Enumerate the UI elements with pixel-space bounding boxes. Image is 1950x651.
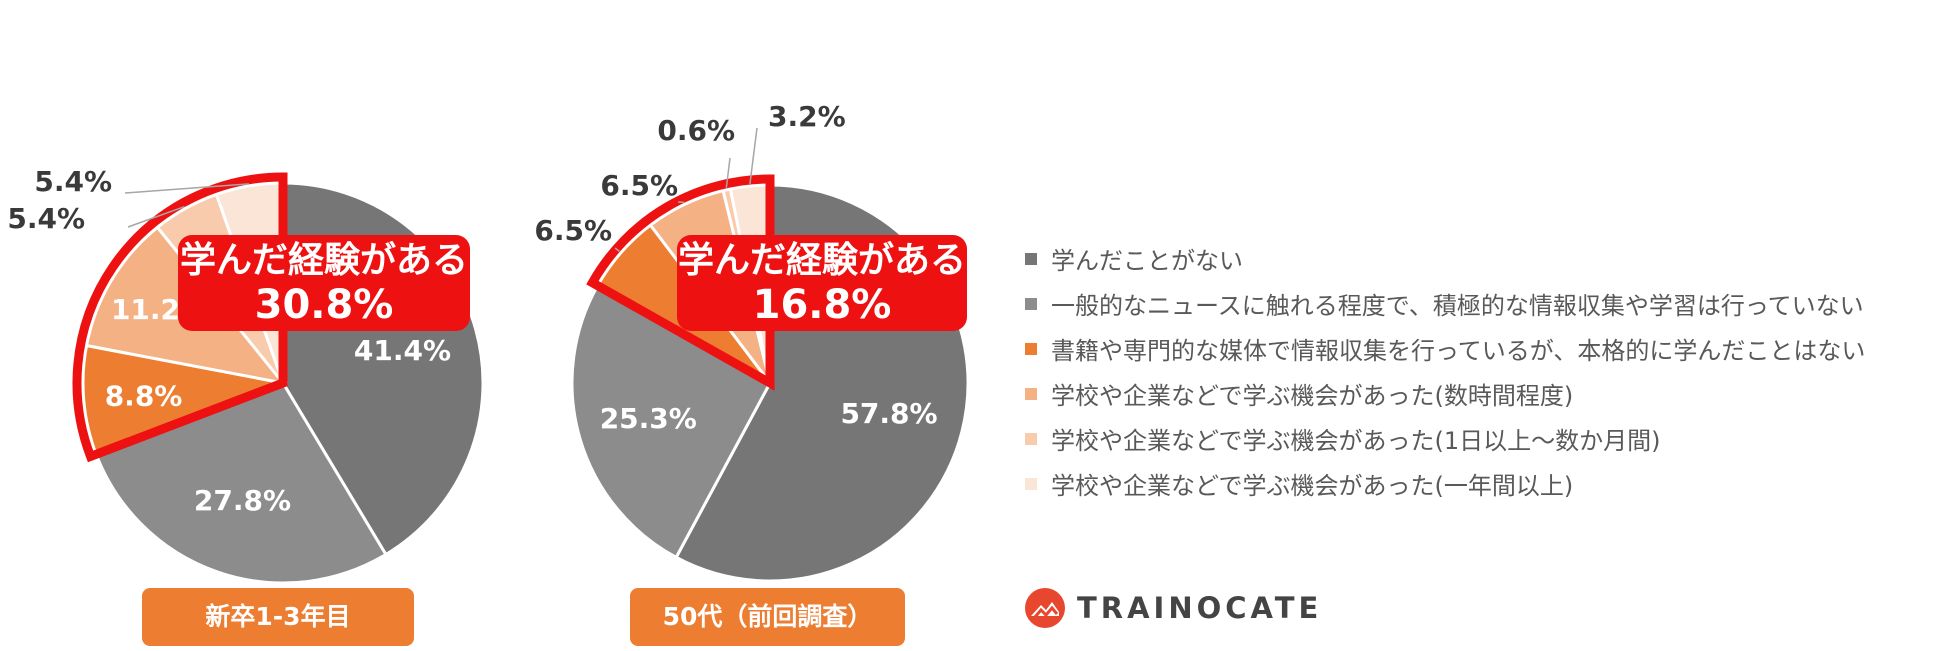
group-label-newgrad: 新卒1-3年目 [142,588,414,646]
pie-label-newgrad-2: 8.8% [105,379,183,412]
legend-item: 一般的なニュースに触れる程度で、積極的な情報収集や学習は行っていない [1025,281,1865,326]
trainocate-logo-icon [1025,588,1065,628]
callout-title: 学んだ経験がある [677,240,966,281]
legend-swatch [1025,342,1037,355]
highlight-outline-newgrad [72,172,288,463]
pie-slice-50s-1 [570,283,773,560]
pie-label-50s-0: 57.8% [840,397,937,430]
highlight-outline-50s [586,174,775,391]
callout-value: 30.8% [254,282,394,328]
pie-label-50s-1: 25.3% [600,402,697,435]
pie-label-50s-2: 6.5% [534,214,612,247]
leader-line-50s-5 [749,127,758,185]
pie-charts: 41.4%27.8%8.8%11.2%5.4%5.4%57.8%25.3%6.5… [7,100,970,585]
pie-label-50s-5: 3.2% [768,100,846,133]
pie-label-newgrad-0: 41.4% [354,334,451,367]
logo-text: TRAINOCATE [1077,591,1323,625]
pie-label-newgrad-4: 5.4% [7,202,85,235]
pie-label-newgrad-1: 27.8% [194,484,291,517]
legend-swatch [1025,477,1037,490]
legend-label: 学校や企業などで学ぶ機会があった(一年間以上) [1051,472,1574,500]
group-label-50s: 50代（前回調査） [630,588,905,646]
pie-label-newgrad-5: 5.4% [34,165,112,198]
legend-swatch [1025,252,1037,265]
leader-line-50s-4 [725,157,731,188]
legend-label: 学んだことがない [1051,247,1243,275]
legend-label: 学校や企業などで学ぶ機会があった(1日以上～数か月間) [1051,427,1661,455]
callout-experience-newgrad: 学んだ経験がある 30.8% [178,235,470,331]
legend-swatch [1025,297,1037,310]
legend-item: 学校や企業などで学ぶ機会があった(1日以上～数か月間) [1025,416,1865,461]
pie-label-50s-3: 6.5% [600,169,678,202]
callout-value: 16.8% [752,282,892,328]
legend-label: 書籍や専門的な媒体で情報収集を行っているが、本格的に学んだことはない [1051,337,1866,365]
callout-title: 学んだ経験がある [179,240,468,281]
legend-swatch [1025,432,1037,445]
legend-item: 学んだことがない [1025,236,1865,281]
legend: 学んだことがない 一般的なニュースに触れる程度で、積極的な情報収集や学習は行って… [1025,236,1865,506]
legend-label: 一般的なニュースに触れる程度で、積極的な情報収集や学習は行っていない [1051,292,1864,320]
legend-item: 学校や企業などで学ぶ機会があった(数時間程度) [1025,371,1865,416]
leader-line-50s-2 [614,247,620,252]
leader-line-newgrad-5 [124,183,249,194]
legend-swatch [1025,387,1037,400]
callout-experience-50s: 学んだ経験がある 16.8% [677,235,967,331]
trainocate-logo: TRAINOCATE [1025,588,1322,628]
legend-item: 学校や企業などで学ぶ機会があった(一年間以上) [1025,461,1865,506]
legend-label: 学校や企業などで学ぶ機会があった(数時間程度) [1051,382,1574,410]
pie-slice-newgrad-1 [94,381,388,585]
pie-label-50s-4: 0.6% [657,114,735,147]
legend-item: 書籍や専門的な媒体で情報収集を行っているが、本格的に学んだことはない [1025,326,1865,371]
leader-line-newgrad-4 [127,205,185,228]
